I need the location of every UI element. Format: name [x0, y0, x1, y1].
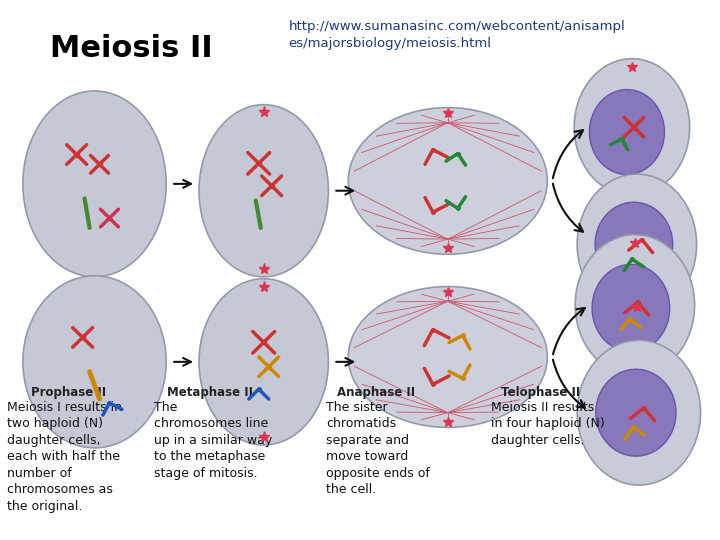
Ellipse shape — [595, 369, 676, 456]
Ellipse shape — [595, 202, 672, 287]
Text: The sister
chromatids
separate and
move toward
opposite ends of
the cell.: The sister chromatids separate and move … — [326, 401, 430, 496]
Ellipse shape — [590, 90, 665, 174]
Text: http://www.sumanasinc.com/webcontent/anisampl
es/majorsbiology/meiosis.html: http://www.sumanasinc.com/webcontent/ani… — [289, 19, 626, 50]
Text: Prophase II: Prophase II — [30, 386, 106, 399]
Ellipse shape — [348, 107, 547, 254]
Ellipse shape — [199, 279, 328, 445]
Ellipse shape — [574, 59, 690, 195]
Text: Anaphase II: Anaphase II — [337, 386, 415, 399]
Ellipse shape — [348, 287, 547, 427]
Text: Meiosis II: Meiosis II — [50, 34, 212, 63]
Ellipse shape — [199, 105, 328, 277]
Text: Metaphase II: Metaphase II — [167, 386, 253, 399]
Ellipse shape — [575, 235, 695, 375]
Text: Meiosis II results
in four haploid (N)
daughter cells.: Meiosis II results in four haploid (N) d… — [491, 401, 605, 447]
Text: Meiosis I results in
two haploid (N)
daughter cells,
each with half the
number o: Meiosis I results in two haploid (N) dau… — [7, 401, 122, 513]
Ellipse shape — [592, 265, 670, 352]
Text: Telophase II: Telophase II — [501, 386, 580, 399]
Ellipse shape — [23, 276, 166, 448]
Ellipse shape — [23, 91, 166, 277]
Ellipse shape — [577, 340, 701, 485]
Ellipse shape — [577, 174, 696, 315]
Text: The
chromosomes line
up in a similar way
to the metaphase
stage of mitosis.: The chromosomes line up in a similar way… — [154, 401, 272, 480]
